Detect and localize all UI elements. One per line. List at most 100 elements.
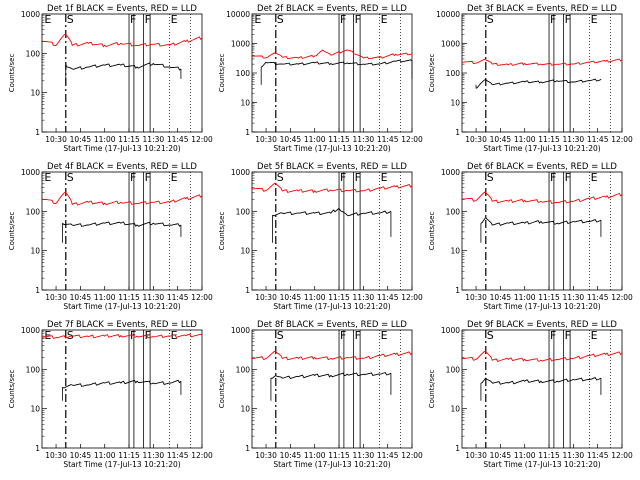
lld-series-line	[251, 183, 413, 194]
x-tick-label: 11:00	[94, 293, 116, 302]
events-series-line	[475, 78, 602, 89]
y-tick-label: 10	[450, 99, 460, 108]
plot-frame	[41, 171, 203, 291]
marker-label-f: F	[565, 329, 571, 342]
panel-3: Det 3f BLACK = Events, RED = LLD 1 10 100 10…	[428, 4, 633, 153]
x-tick-label: 10:45	[70, 293, 92, 302]
y-tick-label: 1	[35, 444, 40, 453]
x-tick-label: 11:30	[353, 293, 375, 302]
x-tick-label: 11:45	[167, 293, 189, 302]
marker-label-f: F	[130, 171, 136, 184]
marker-label-f: F	[340, 13, 346, 26]
x-tick-label: 11:15	[328, 293, 350, 302]
y-tick-label: 1	[245, 128, 250, 137]
lld-series-line	[41, 333, 203, 339]
y-tick-label: 1000	[441, 40, 460, 49]
x-tick-label: 11:45	[587, 293, 609, 302]
x-tick-label: 11:30	[353, 451, 375, 460]
marker-label-f: F	[145, 13, 151, 26]
y-tick-label: 10	[30, 89, 40, 98]
panel-6: Det 6f BLACK = Events, RED = LLD 1 10 100 10…	[428, 162, 633, 311]
lld-series-line	[41, 192, 203, 206]
marker-label-e: E	[381, 171, 388, 184]
y-tick-label: 100	[26, 49, 41, 58]
marker-label-e: E	[171, 171, 178, 184]
marker-label-s: S	[277, 13, 284, 26]
y-tick-label: 100	[26, 207, 41, 216]
x-axis-label: Start Time (17-Jul-13 10:21:20)	[273, 302, 390, 311]
plot-frame	[461, 329, 623, 449]
marker-label-f: F	[340, 329, 346, 342]
events-series-line	[480, 377, 602, 385]
plot-frame	[461, 171, 623, 291]
x-tick-label: 11:15	[118, 293, 140, 302]
x-tick-label: 11:30	[143, 135, 165, 144]
x-tick-label: 10:45	[70, 451, 92, 460]
marker-label-f: F	[550, 13, 556, 26]
marker-label-s: S	[487, 329, 494, 342]
x-tick-label: 11:00	[94, 451, 116, 460]
x-tick-label: 11:30	[353, 135, 375, 144]
lld-series-line	[461, 351, 623, 362]
x-tick-label: 11:30	[563, 293, 585, 302]
marker-label-e: E	[591, 13, 598, 26]
events-series-line	[62, 221, 182, 227]
y-tick-label: 1000	[231, 326, 250, 335]
x-tick-label: 12:00	[611, 135, 633, 144]
panel-2: Det 2f BLACK = Events, RED = LLD 1 10 100 10…	[218, 4, 423, 153]
x-axis-label: Start Time (17-Jul-13 10:21:20)	[273, 460, 390, 469]
x-tick-label: 11:15	[328, 451, 350, 460]
panel-title: Det 4f BLACK = Events, RED = LLD	[47, 162, 197, 172]
panel-title: Det 6f BLACK = Events, RED = LLD	[467, 162, 617, 172]
marker-label-e: E	[44, 13, 51, 26]
marker-label-f: F	[145, 171, 151, 184]
x-tick-label: 11:30	[563, 135, 585, 144]
y-axis-label: Counts/sec	[428, 212, 436, 251]
y-tick-label: 100	[236, 207, 251, 216]
x-axis-label: Start Time (17-Jul-13 10:21:20)	[483, 144, 600, 153]
marker-label-f: F	[355, 171, 361, 184]
marker-label-e: E	[171, 329, 178, 342]
x-tick-label: 11:45	[587, 451, 609, 460]
marker-label-f: F	[130, 13, 136, 26]
x-tick-label: 12:00	[401, 135, 423, 144]
y-axis-label: Counts/sec	[428, 54, 436, 93]
events-series-line	[62, 379, 182, 389]
x-axis-label: Start Time (17-Jul-13 10:21:20)	[63, 144, 180, 153]
y-tick-label: 10	[450, 247, 460, 256]
panel-9: Det 9f BLACK = Events, RED = LLD 1 10 100 10…	[428, 320, 633, 469]
plot-frame	[41, 329, 203, 449]
marker-label-e: E	[171, 13, 178, 26]
x-tick-label: 10:30	[255, 293, 277, 302]
y-tick-label: 1	[245, 444, 250, 453]
x-tick-label: 11:45	[167, 135, 189, 144]
y-tick-label: 10	[240, 247, 250, 256]
x-tick-label: 11:00	[514, 135, 536, 144]
x-tick-label: 10:30	[45, 293, 67, 302]
x-tick-label: 10:45	[490, 293, 512, 302]
x-tick-label: 12:00	[191, 293, 213, 302]
panel-title: Det 9f BLACK = Events, RED = LLD	[467, 320, 617, 330]
panel-title: Det 2f BLACK = Events, RED = LLD	[257, 4, 407, 14]
events-series-line	[480, 216, 602, 226]
y-tick-label: 10	[30, 247, 40, 256]
x-axis-label: Start Time (17-Jul-13 10:21:20)	[483, 302, 600, 311]
plot-frame	[251, 171, 413, 291]
panel-title: Det 3f BLACK = Events, RED = LLD	[467, 4, 617, 14]
x-tick-label: 11:15	[538, 451, 560, 460]
events-series-line	[260, 59, 413, 68]
x-axis-label: Start Time (17-Jul-13 10:21:20)	[483, 460, 600, 469]
y-tick-label: 1000	[21, 326, 40, 335]
x-tick-label: 11:45	[377, 135, 399, 144]
x-tick-label: 10:30	[465, 293, 487, 302]
y-tick-label: 10000	[436, 10, 460, 19]
marker-label-f: F	[145, 329, 151, 342]
x-tick-label: 10:45	[490, 135, 512, 144]
marker-label-f: F	[340, 171, 346, 184]
y-tick-label: 1000	[231, 168, 250, 177]
y-tick-label: 1000	[21, 168, 40, 177]
x-tick-label: 12:00	[191, 451, 213, 460]
x-tick-label: 11:15	[118, 451, 140, 460]
marker-label-s: S	[487, 13, 494, 26]
